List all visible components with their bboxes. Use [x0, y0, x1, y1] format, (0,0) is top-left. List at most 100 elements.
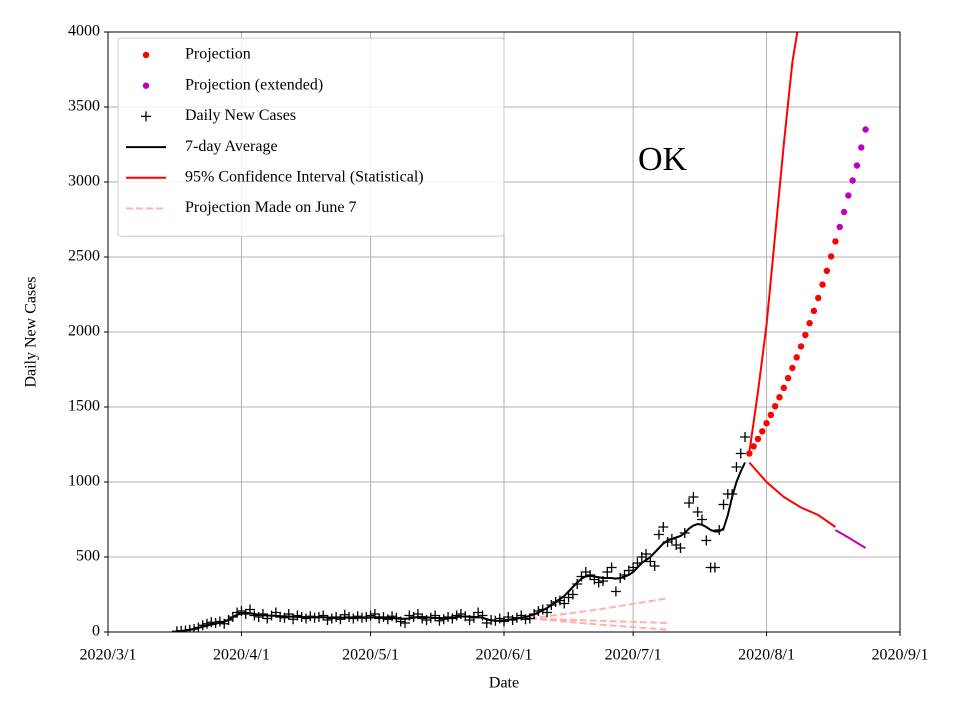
- case-marker: [417, 613, 428, 624]
- projection-dot: [806, 319, 813, 327]
- case-marker: [240, 609, 251, 619]
- case-marker: [283, 609, 294, 619]
- projection-dot: [797, 343, 805, 350]
- legend-label: Projection (extended): [185, 76, 323, 93]
- case-marker: [348, 613, 359, 624]
- projection-dot: [746, 450, 753, 457]
- case-marker: [184, 624, 195, 632]
- projection-dot: [853, 162, 861, 169]
- case-marker: [361, 612, 372, 622]
- case-marker: [451, 610, 462, 621]
- case-marker: [666, 534, 677, 544]
- x-tick-label: 2020/4/1: [213, 647, 270, 664]
- case-marker: [542, 607, 553, 618]
- case-marker: [602, 567, 613, 577]
- projection-dot: [763, 420, 770, 427]
- projection-dot: [793, 354, 800, 361]
- case-marker: [606, 562, 617, 573]
- y-tick-label: 2500: [68, 248, 100, 265]
- series-line: [748, 461, 837, 528]
- projection-dot: [802, 331, 809, 339]
- case-marker: [477, 610, 488, 621]
- case-marker: [718, 499, 729, 510]
- projection-dot: [789, 364, 796, 372]
- case-marker: [197, 620, 208, 631]
- x-axis-label: Date: [489, 675, 519, 692]
- projection-dot: [823, 267, 831, 274]
- x-tick-label: 2020/3/1: [80, 647, 137, 664]
- series-line: [529, 597, 668, 620]
- case-marker: [322, 615, 333, 625]
- y-tick-label: 2000: [68, 323, 100, 340]
- case-marker: [688, 492, 699, 502]
- projection-dot: [832, 238, 839, 245]
- case-marker: [430, 610, 441, 621]
- case-marker: [335, 614, 346, 625]
- case-marker: [619, 570, 630, 580]
- case-marker: [206, 617, 217, 628]
- case-marker: [649, 561, 660, 571]
- x-tick-label: 2020/9/1: [872, 647, 929, 664]
- case-marker: [679, 528, 690, 538]
- case-marker: [653, 529, 664, 540]
- case-marker: [301, 613, 311, 624]
- case-marker: [309, 612, 320, 623]
- projection-dot: [810, 307, 818, 315]
- case-marker: [511, 612, 522, 623]
- legend-label: Projection: [185, 46, 251, 63]
- x-tick-label: 2020/8/1: [738, 647, 795, 664]
- case-marker: [270, 607, 281, 618]
- projection-dot: [819, 281, 826, 288]
- case-marker: [740, 432, 751, 442]
- case-marker: [425, 612, 436, 623]
- projection-dot: [771, 403, 779, 410]
- case-marker: [455, 609, 466, 619]
- legend-label: 95% Confidence Interval (Statistical): [185, 168, 424, 185]
- y-tick-label: 1500: [68, 398, 100, 415]
- projection-dot: [767, 411, 775, 419]
- case-marker: [559, 598, 570, 609]
- case-marker: [632, 558, 643, 568]
- y-tick-label: 3500: [68, 98, 100, 115]
- case-marker: [232, 607, 243, 618]
- case-marker: [438, 614, 449, 625]
- series-line: [748, 32, 799, 453]
- y-tick-label: 1000: [68, 473, 100, 490]
- case-marker: [486, 615, 497, 625]
- case-marker: [387, 611, 398, 622]
- case-marker: [395, 616, 406, 627]
- case-marker: [572, 579, 583, 589]
- case-marker: [193, 622, 204, 632]
- case-marker: [404, 610, 415, 621]
- legend-handle: [142, 51, 150, 59]
- projection-dot: [750, 443, 757, 450]
- case-marker: [318, 610, 329, 621]
- case-marker: [684, 498, 695, 508]
- case-marker: [468, 612, 479, 623]
- case-marker: [443, 612, 454, 622]
- projection-dot: [862, 126, 869, 133]
- case-marker: [675, 543, 686, 553]
- case-marker: [593, 577, 604, 588]
- case-marker: [374, 613, 385, 624]
- y-axis-label: Daily New Cases: [23, 276, 40, 387]
- case-marker: [550, 597, 561, 607]
- case-marker: [520, 614, 531, 625]
- case-marker: [257, 609, 268, 619]
- case-marker: [507, 615, 518, 625]
- case-marker: [202, 618, 212, 629]
- case-marker: [331, 612, 342, 622]
- case-marker: [697, 514, 707, 525]
- case-marker: [352, 611, 363, 622]
- case-marker: [210, 618, 221, 628]
- case-marker: [326, 613, 337, 624]
- case-marker: [714, 525, 725, 535]
- case-marker: [227, 612, 238, 622]
- case-marker: [524, 613, 535, 624]
- legend-label: Daily New Cases: [185, 107, 296, 124]
- projection-dot: [776, 394, 783, 401]
- case-marker: [365, 610, 376, 621]
- series-line: [834, 529, 867, 549]
- projection-dot: [849, 177, 856, 184]
